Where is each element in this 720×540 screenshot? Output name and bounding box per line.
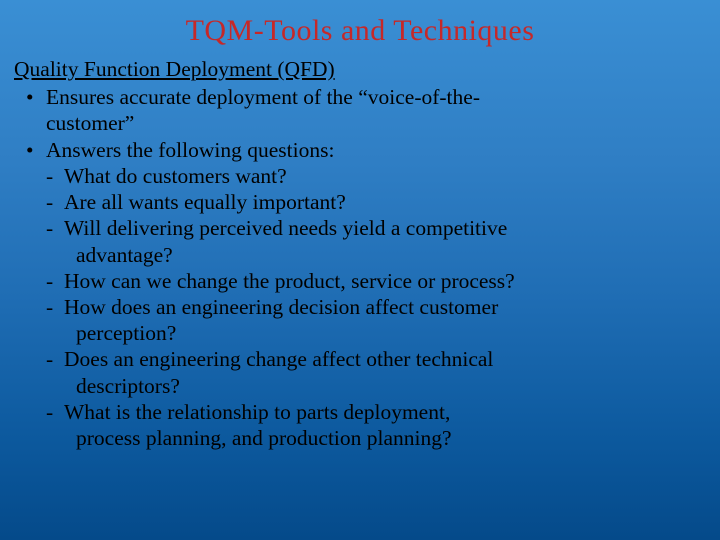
sub-item: - What do customers want? bbox=[14, 163, 698, 189]
sub-item: - How can we change the product, service… bbox=[14, 268, 698, 294]
text-line: descriptors? bbox=[64, 373, 698, 399]
bullet-item: • Answers the following questions: bbox=[14, 137, 698, 163]
sub-item: - What is the relationship to parts depl… bbox=[14, 399, 698, 451]
slide: TQM-Tools and Techniques Quality Functio… bbox=[0, 0, 720, 540]
text-line: Will delivering perceived needs yield a … bbox=[64, 216, 507, 240]
dash-icon: - bbox=[46, 399, 64, 425]
sub-text: What do customers want? bbox=[64, 163, 698, 189]
dash-icon: - bbox=[46, 268, 64, 294]
dash-icon: - bbox=[46, 215, 64, 241]
slide-title: TQM-Tools and Techniques bbox=[0, 0, 720, 56]
dash-icon: - bbox=[46, 163, 64, 189]
sub-text: How can we change the product, service o… bbox=[64, 268, 698, 294]
dash-icon: - bbox=[46, 189, 64, 215]
bullet-item: • Ensures accurate deployment of the “vo… bbox=[14, 84, 698, 136]
bullet-mark-icon: • bbox=[14, 137, 46, 163]
dash-icon: - bbox=[46, 294, 64, 320]
slide-body: Quality Function Deployment (QFD) • Ensu… bbox=[0, 56, 720, 451]
bullet-text: Answers the following questions: bbox=[46, 137, 698, 163]
sub-text: What is the relationship to parts deploy… bbox=[64, 399, 698, 451]
text-line: Does an engineering change affect other … bbox=[64, 347, 493, 371]
section-header: Quality Function Deployment (QFD) bbox=[14, 56, 698, 82]
text-line: process planning, and production plannin… bbox=[64, 425, 698, 451]
dash-icon: - bbox=[46, 346, 64, 372]
sub-text: Will delivering perceived needs yield a … bbox=[64, 215, 698, 267]
bullet-text: Ensures accurate deployment of the “voic… bbox=[46, 84, 698, 136]
bullet-mark-icon: • bbox=[14, 84, 46, 110]
text-line: What is the relationship to parts deploy… bbox=[64, 400, 450, 424]
text-line: perception? bbox=[64, 320, 698, 346]
text-line: How does an engineering decision affect … bbox=[64, 295, 498, 319]
sub-item: - How does an engineering decision affec… bbox=[14, 294, 698, 346]
sub-item: - Are all wants equally important? bbox=[14, 189, 698, 215]
text-line: Ensures accurate deployment of the “voic… bbox=[46, 85, 480, 109]
text-line: customer” bbox=[46, 111, 134, 135]
sub-item: - Does an engineering change affect othe… bbox=[14, 346, 698, 398]
sub-text: Does an engineering change affect other … bbox=[64, 346, 698, 398]
sub-text: Are all wants equally important? bbox=[64, 189, 698, 215]
sub-item: - Will delivering perceived needs yield … bbox=[14, 215, 698, 267]
text-line: advantage? bbox=[64, 242, 698, 268]
sub-text: How does an engineering decision affect … bbox=[64, 294, 698, 346]
